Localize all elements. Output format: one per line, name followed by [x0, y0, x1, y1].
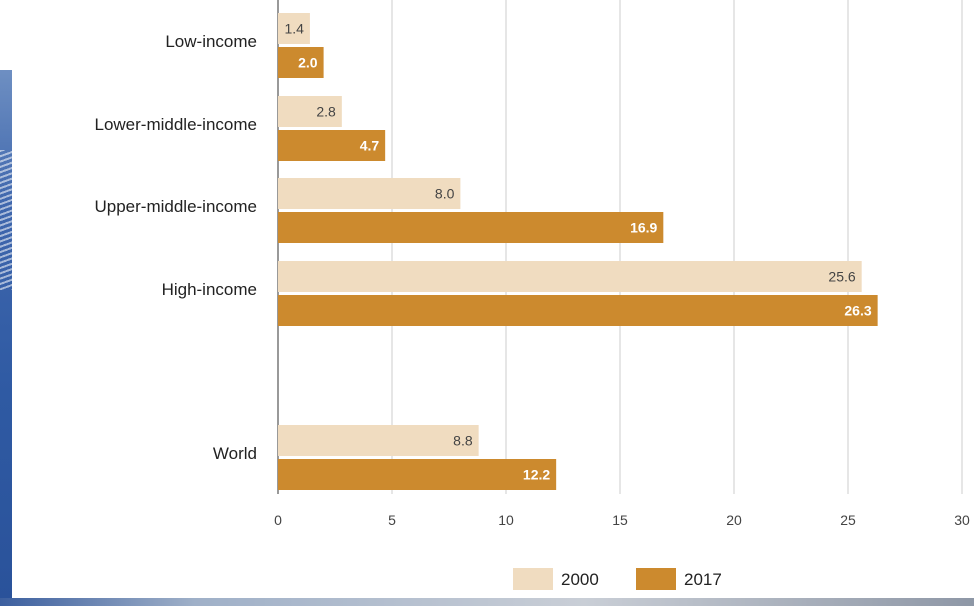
labels: 0 5 10 15 20 25 30 1.4 2.0 Low-income 2.8 4.7 Lower-…: [94, 21, 970, 529]
data-label: 2.8: [316, 104, 336, 120]
x-tick-label: 5: [388, 512, 396, 528]
x-tick-label: 30: [954, 512, 970, 528]
bar-2000: [278, 425, 479, 456]
bar-2017: [278, 47, 324, 78]
x-tick-label: 15: [612, 512, 628, 528]
x-tick-label: 25: [840, 512, 856, 528]
data-label: 8.8: [453, 433, 473, 449]
category-label: Upper-middle-income: [94, 197, 257, 216]
background-photo-bottom-edge: [0, 598, 974, 606]
bars: [278, 13, 878, 490]
data-label: 12.2: [523, 467, 550, 483]
background-photo-edge: [0, 70, 12, 606]
data-label: 4.7: [360, 138, 380, 154]
data-label: 25.6: [828, 269, 855, 285]
legend-swatch-2000: [513, 568, 553, 590]
bar-2017: [278, 212, 664, 243]
legend-label: 2017: [684, 570, 722, 589]
bar-2000: [278, 178, 461, 209]
bar-2017: [278, 295, 878, 326]
category-label: High-income: [162, 280, 257, 299]
data-label: 2.0: [298, 55, 318, 71]
category-label: World: [213, 444, 257, 463]
x-tick-label: 20: [726, 512, 742, 528]
gridlines: [277, 0, 963, 494]
legend-swatch-2017: [636, 568, 676, 590]
x-tick-label: 0: [274, 512, 282, 528]
data-label: 1.4: [284, 21, 304, 37]
legend-label: 2000: [561, 570, 599, 589]
category-label: Low-income: [165, 32, 257, 51]
legend: 2000 2017: [513, 568, 722, 590]
data-label: 8.0: [435, 186, 455, 202]
x-tick-label: 10: [498, 512, 514, 528]
data-label: 26.3: [844, 303, 871, 319]
bar-2000: [278, 13, 310, 44]
bar-2017: [278, 130, 386, 161]
data-label: 16.9: [630, 220, 657, 236]
bar-2017: [278, 459, 557, 490]
category-label: Lower-middle-income: [94, 115, 257, 134]
bar-2000: [278, 261, 862, 292]
bar-2000: [278, 96, 342, 127]
